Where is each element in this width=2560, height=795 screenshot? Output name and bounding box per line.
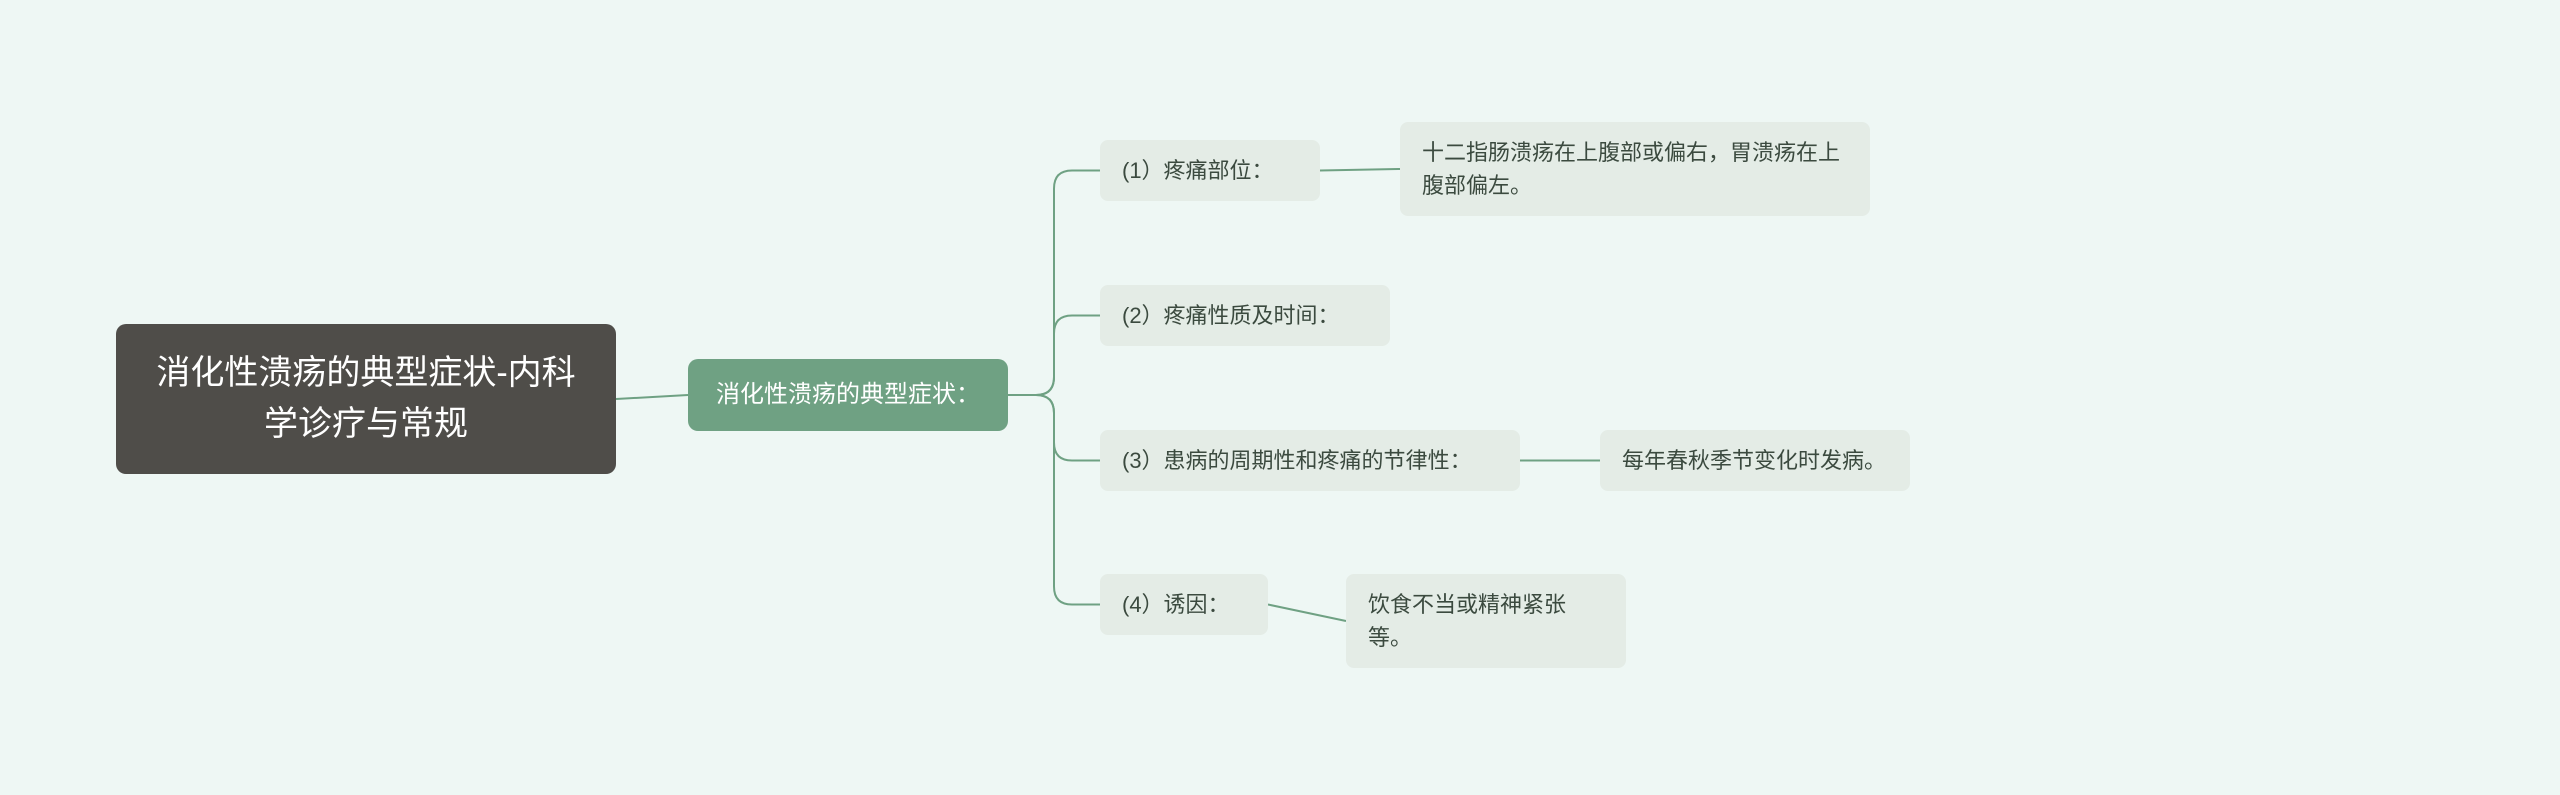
- leaf-node-3[interactable]: 每年春秋季节变化时发病。: [1600, 430, 1910, 491]
- branch-node-3[interactable]: (3）患病的周期性和疼痛的节律性：: [1100, 430, 1520, 491]
- branch-node-1[interactable]: (1）疼痛部位：: [1100, 140, 1320, 201]
- branch-label: (4）诱因：: [1122, 588, 1230, 621]
- branch-node-2[interactable]: (2）疼痛性质及时间：: [1100, 285, 1390, 346]
- level1-node[interactable]: 消化性溃疡的典型症状：: [688, 359, 1008, 431]
- leaf-label: 饮食不当或精神紧张等。: [1368, 588, 1604, 654]
- branch-label: (1）疼痛部位：: [1122, 154, 1274, 187]
- branch-node-4[interactable]: (4）诱因：: [1100, 574, 1268, 635]
- root-label: 消化性溃疡的典型症状-内科学诊疗与常规: [150, 348, 582, 450]
- root-node[interactable]: 消化性溃疡的典型症状-内科学诊疗与常规: [116, 324, 616, 474]
- branch-label: (3）患病的周期性和疼痛的节律性：: [1122, 444, 1472, 477]
- branch-label: (2）疼痛性质及时间：: [1122, 299, 1340, 332]
- leaf-node-1[interactable]: 十二指肠溃疡在上腹部或偏右，胃溃疡在上腹部偏左。: [1400, 122, 1870, 216]
- leaf-label: 十二指肠溃疡在上腹部或偏右，胃溃疡在上腹部偏左。: [1422, 136, 1848, 202]
- leaf-label: 每年春秋季节变化时发病。: [1622, 444, 1886, 477]
- leaf-node-4[interactable]: 饮食不当或精神紧张等。: [1346, 574, 1626, 668]
- level1-label: 消化性溃疡的典型症状：: [716, 377, 980, 413]
